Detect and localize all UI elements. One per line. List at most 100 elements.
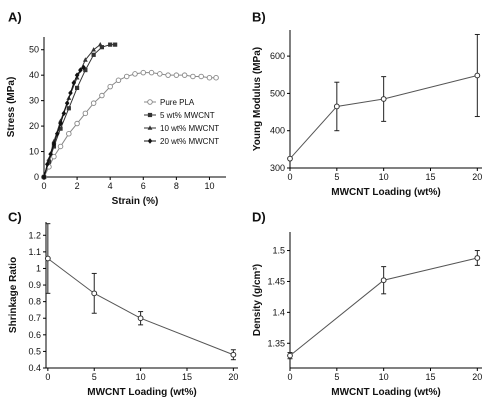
data-point: [230, 351, 237, 358]
x-tick-label: 10: [379, 172, 389, 182]
data-point: [380, 277, 387, 284]
x-tick-label: 10: [379, 372, 389, 382]
legend-label: 10 wt% MWCNT: [160, 124, 219, 133]
y-axis-title: Shrinkage Ratio: [8, 257, 19, 333]
panel-b-young-modulus: B) 0 5 10 15 20 300 400 500 600 MWCNT Loading (wt%…: [252, 9, 482, 198]
panel-label: C): [8, 209, 22, 224]
data-point: [64, 100, 70, 106]
x-tick-label: 5: [334, 172, 339, 182]
x-axis-title: MWCNT Loading (wt%): [331, 387, 440, 398]
x-tick-label: 0: [45, 372, 50, 382]
data-point: [91, 52, 96, 57]
y-tick-label: 0.5: [28, 346, 41, 356]
data-point: [82, 110, 89, 117]
data-point: [173, 72, 180, 78]
y-tick-label: 600: [270, 51, 285, 61]
y-tick-label: 300: [270, 163, 285, 173]
data-point: [71, 80, 77, 86]
x-axis-title: MWCNT Loading (wt%): [87, 387, 196, 398]
x-tick-label: 15: [182, 372, 192, 382]
data-point: [66, 130, 72, 137]
data-point: [61, 110, 67, 117]
y-axis-title: Young Modulus (MPa): [252, 47, 263, 151]
x-tick-label: 20: [228, 372, 238, 382]
x-tick-label: 4: [108, 181, 113, 191]
panel-label: D): [252, 209, 266, 224]
x-tick-label: 5: [334, 372, 339, 382]
data-point: [132, 71, 138, 77]
legend-label: 5 wt% MWCNT: [160, 111, 215, 120]
series-line: [289, 75, 478, 160]
data-point: [45, 161, 50, 168]
data-point: [287, 352, 293, 359]
data-point: [107, 83, 113, 90]
data-point: [82, 57, 88, 62]
x-tick-label: 6: [141, 181, 146, 191]
data-point: [333, 103, 340, 110]
data-point: [474, 72, 481, 79]
data-point: [99, 92, 105, 99]
data-point: [46, 159, 52, 164]
x-tick-label: 15: [425, 372, 435, 382]
legend-label: Pure PLA: [160, 98, 195, 107]
data-point: [51, 153, 57, 160]
y-tick-label: 1.35: [267, 338, 285, 348]
data-point: [66, 106, 71, 111]
data-point: [51, 141, 57, 147]
data-point: [91, 47, 97, 52]
y-tick-label: 30: [29, 96, 39, 106]
data-point: [157, 71, 163, 77]
data-point: [81, 64, 87, 71]
data-point: [44, 255, 51, 262]
data-point: [287, 155, 293, 162]
y-tick-label: 1.5: [272, 246, 285, 256]
data-point: [137, 315, 144, 322]
y-tick-label: 0: [34, 172, 39, 182]
data-point: [90, 100, 97, 106]
y-tick-label: 500: [270, 88, 285, 98]
data-point: [74, 120, 80, 127]
x-tick-label: 10: [136, 372, 146, 382]
data-point: [165, 72, 171, 78]
data-point: [113, 42, 118, 47]
data-point: [58, 118, 63, 123]
data-point: [83, 67, 88, 73]
legend-marker: [147, 99, 153, 105]
x-tick-label: 20: [472, 172, 482, 182]
panel-a-stress-strain: A) 0 2 4 6 8 10 0 10 20 30 40 50 Strain (%) Stress (MP…: [6, 9, 226, 207]
y-tick-label: 1.2: [28, 230, 41, 240]
data-point: [190, 73, 196, 80]
data-point: [380, 96, 387, 102]
legend-marker: [147, 125, 153, 130]
data-point: [78, 67, 83, 73]
y-tick-label: 0.9: [28, 280, 41, 290]
y-tick-label: 1.45: [267, 276, 285, 286]
data-point: [54, 130, 60, 137]
data-point: [48, 151, 53, 157]
data-point: [74, 72, 80, 78]
data-point: [140, 69, 147, 76]
series-line: [47, 258, 234, 356]
data-point: [58, 120, 63, 127]
y-tick-label: 50: [29, 45, 39, 55]
data-point: [206, 74, 213, 81]
legend-marker: [147, 138, 153, 144]
panel-c-shrinkage-ratio: C) 0 5 10 15 20 0.4 0.5 0.6 0.7 0.8 0.9 1 1.1 1.2 MWCNT…: [8, 209, 238, 398]
y-tick-label: 1.1: [28, 247, 41, 257]
panel-label: B): [252, 9, 266, 24]
panel-d-density: D) 0 5 10 15 20 1.35 1.4 1.45 1.5 MWCNT Loading (w…: [252, 209, 482, 398]
y-tick-label: 1: [36, 263, 41, 273]
data-point: [148, 69, 155, 76]
data-point: [181, 72, 188, 78]
x-axis-title: Strain (%): [112, 196, 159, 207]
y-tick-label: 20: [29, 121, 39, 131]
data-point: [41, 174, 47, 180]
data-point: [198, 73, 204, 80]
x-tick-label: 0: [41, 181, 46, 191]
y-tick-label: 10: [29, 147, 39, 157]
x-axis-title: MWCNT Loading (wt%): [331, 187, 440, 198]
data-point: [115, 77, 122, 84]
data-point: [57, 143, 64, 150]
data-point: [474, 255, 481, 261]
